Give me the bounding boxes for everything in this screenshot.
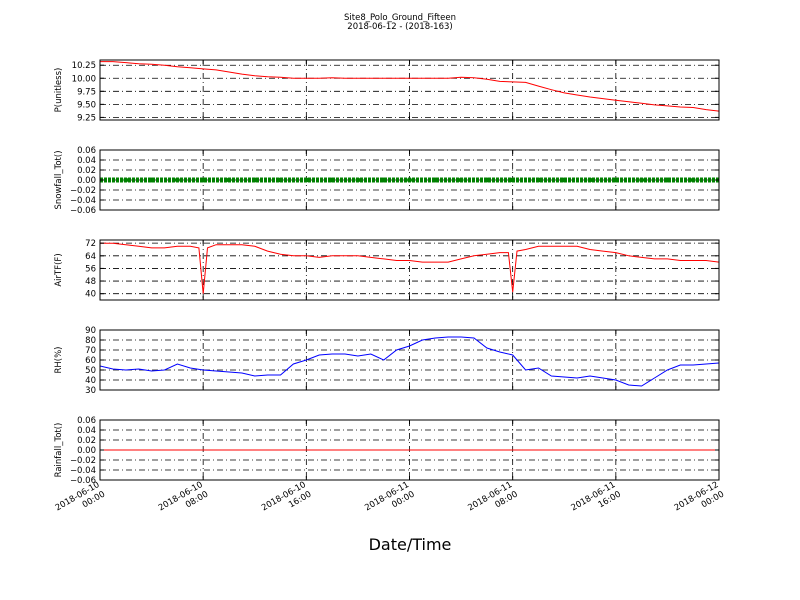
y-axis-label: Snowfall_Tot() [54, 150, 64, 209]
y-tick-label: 0.00 [77, 176, 96, 186]
y-tick-label: 0.06 [77, 146, 96, 156]
y-tick-label: 0.02 [77, 166, 96, 176]
y-tick-label: 72 [85, 239, 96, 249]
y-tick-label: −0.04 [70, 196, 96, 206]
y-axis-label: RH(%) [54, 346, 64, 373]
y-tick-label: 10.25 [72, 61, 96, 71]
y-tick-label: 30 [85, 386, 96, 396]
y-tick-label: 40 [85, 290, 96, 300]
y-tick-label: −0.04 [70, 466, 96, 476]
y-tick-label: 50 [85, 366, 96, 376]
series-line [100, 61, 719, 112]
y-tick-label: 48 [85, 277, 96, 287]
subplot-3: 40 48 56 64 72 AirTF(F) [54, 239, 720, 301]
x-tick-label: 2018-06-1016:00 [260, 480, 313, 523]
y-tick-label: −0.06 [70, 206, 96, 216]
subplot-stack: 9.259.509.7510.0010.25P(unitless)−0.06−0… [54, 59, 720, 486]
y-tick-label: 56 [85, 264, 96, 274]
y-tick-label: 90 [85, 326, 96, 336]
y-tick-label: 0.04 [77, 426, 96, 436]
x-axis-label: Date/Time [369, 535, 452, 554]
x-tick-label: 2018-06-1116:00 [570, 480, 623, 523]
y-tick-label: 10.00 [72, 74, 96, 84]
y-tick-label: 0.00 [77, 446, 96, 456]
x-axis-tick-labels: 2018-06-1000:00 2018-06-1008:00 2018-06-10… [54, 480, 726, 523]
subplot-5: −0.06−0.04−0.020.000.020.040.06 Rainfall_… [54, 416, 720, 486]
y-tick-label: 70 [85, 346, 96, 356]
y-tick-label: −0.02 [70, 456, 96, 466]
x-tick-label: 2018-06-1000:00 [54, 480, 107, 523]
x-tick-label: 2018-06-1100:00 [363, 480, 416, 523]
y-axis-label: P(unitless) [54, 68, 64, 113]
y-tick-label: 40 [85, 376, 96, 386]
y-tick-label: 9.75 [77, 87, 96, 97]
series-line [100, 242, 719, 294]
y-tick-label: 0.04 [77, 156, 96, 166]
x-tick-label: 2018-06-1200:00 [673, 480, 726, 523]
figure-subtitle: 2018-06-12 - (2018-163) [347, 22, 452, 32]
y-axis-label: AirTF(F) [54, 253, 64, 286]
y-tick-label: −0.06 [70, 476, 96, 486]
y-tick-label: 60 [85, 356, 96, 366]
x-tick-label: 2018-06-1108:00 [466, 480, 519, 523]
y-tick-label: 0.06 [77, 416, 96, 426]
y-axis-label: Rainfall_Tot() [54, 423, 64, 478]
subplot-1: 9.25 9.50 9.75 10.00 10.25 P(unitless) [54, 59, 720, 123]
y-tick-label: −0.02 [70, 186, 96, 196]
y-tick-label: 64 [85, 252, 96, 262]
subplot-2: −0.06−0.04−0.020.000.020.040.06 Snowfall_… [54, 146, 720, 216]
series-line [100, 336, 719, 387]
x-tick-label: 2018-06-1008:00 [157, 480, 210, 523]
y-tick-label: 9.25 [77, 113, 96, 123]
figure-title: Site8_Polo_Ground_Fifteen [344, 13, 456, 23]
y-tick-label: 9.50 [77, 100, 96, 110]
y-tick-label: 80 [85, 336, 96, 346]
y-tick-label: 0.02 [77, 436, 96, 446]
